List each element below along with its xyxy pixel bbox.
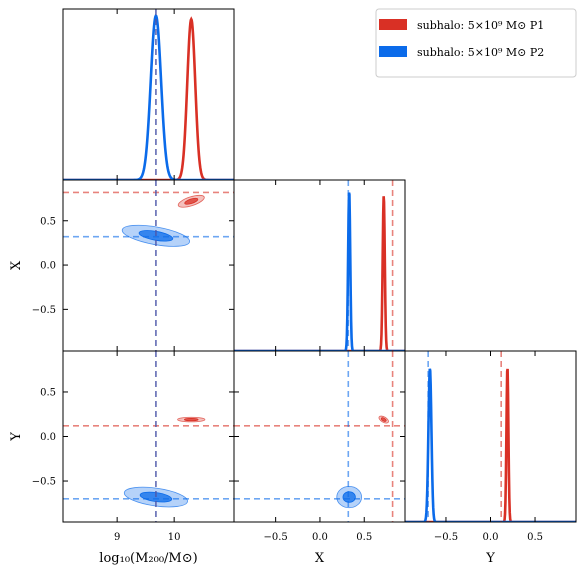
x-tick-label: −0.5 [434,532,458,543]
marginal-line-Y-series-2 [405,368,576,522]
marginal-line-log10_M200-series-2 [63,14,234,180]
x-tick-label: −0.5 [263,532,287,543]
contour-inner-series-2 [342,491,356,503]
contour-inner-series-1 [380,417,387,422]
panel-content [234,351,405,522]
y-tick-label: −0.5 [32,305,56,316]
legend-swatch-series-2 [379,46,407,57]
joint-panel-log10_M200-Y: 9 10 −0.5 0.0 0.5 log₁₀(M₂₀₀/M⊙) Y [9,350,235,566]
x-tick-label: 0.5 [527,532,543,543]
x-tick-label: 0.5 [356,532,372,543]
contour-inner-series-1 [184,197,199,205]
y-tick-label: 0.0 [40,261,56,272]
marginal-line-X-series-2 [234,192,405,351]
x-axis-label-log10_M200: log₁₀(M₂₀₀/M⊙) [99,551,197,566]
panel-content [234,180,405,351]
legend-frame [375,8,577,78]
legend: subhalo: 5×10⁹ M⊙ P1 subhalo: 5×10⁹ M⊙ P2 [375,8,577,78]
legend-label-series-1: subhalo: 5×10⁹ M⊙ P1 [417,19,544,32]
panel-frame [233,179,406,352]
x-tick-label: 10 [168,532,181,543]
y-tick-label: 0.5 [40,216,56,227]
x-tick-label: 0.0 [312,532,328,543]
panel-content [63,180,234,351]
y-tick-label: 0.5 [40,387,56,398]
y-tick-label: −0.5 [32,477,56,488]
joint-panel-log10_M200-X: −0.5 0.0 0.5 X [9,179,235,352]
panel-content [63,9,234,180]
joint-panel-X-Y: −0.5 0.0 0.5 X [233,350,406,566]
panel-frame [62,8,235,181]
panels: −0.50.00.5X9 10−0.50.00.5log₁₀(M₂₀₀/M⊙)Y−… [9,8,577,566]
x-tick-label: 9 [114,532,120,543]
panel-frame [62,179,235,352]
legend-label-series-2: subhalo: 5×10⁹ M⊙ P2 [417,46,544,59]
y-axis-label-Y: Y [9,432,24,442]
marginal-panel-Y: −0.5 0.0 0.5 Y [404,350,577,566]
panel-frame [233,350,406,523]
contour-inner-series-1 [184,418,199,422]
x-axis-label-Y: Y [485,551,495,566]
y-axis-label-X: X [9,260,24,270]
panel-content [63,351,234,522]
marginal-panel-X [233,179,406,352]
marginal-line-X-series-1 [234,196,405,351]
y-tick-label: 0.0 [40,432,56,443]
panel-content [405,351,576,522]
legend-swatch-series-1 [379,19,407,30]
x-tick-label: 0.0 [483,532,499,543]
marginal-panel-log10_M200 [62,8,235,181]
x-axis-label-X: X [315,551,325,566]
